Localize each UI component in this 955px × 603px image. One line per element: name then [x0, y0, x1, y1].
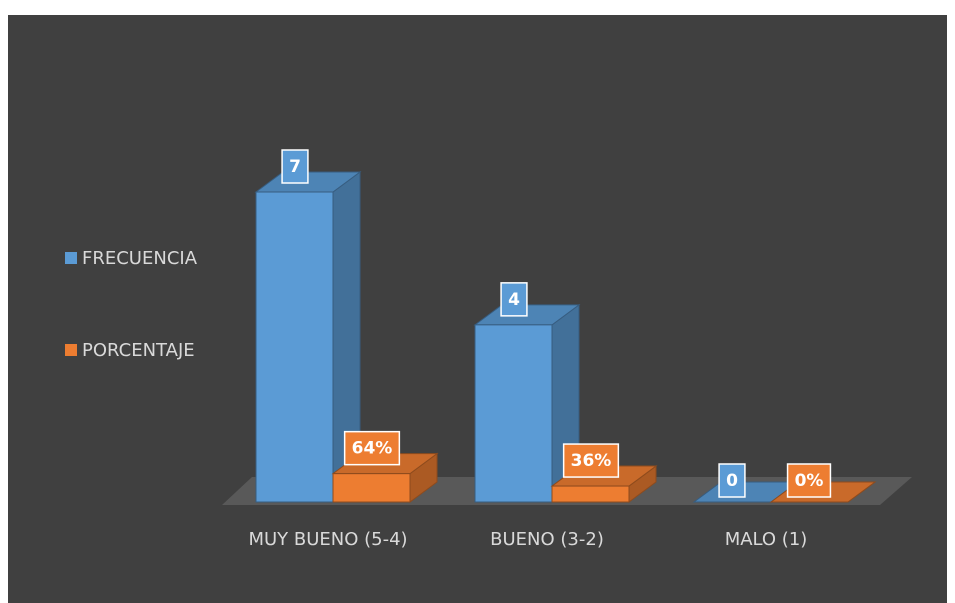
bar [332, 473, 411, 503]
data-label: 4 [508, 290, 520, 310]
data-label-box [281, 149, 309, 184]
bar [255, 191, 334, 503]
data-label-box [500, 282, 528, 317]
data-label: 0 [726, 471, 738, 491]
data-label-box [343, 430, 401, 466]
data-label: 36% [571, 451, 612, 471]
data-label: 64% [352, 439, 393, 459]
x-tick-label: MALO (1) [725, 529, 808, 550]
legend-label: PORCENTAJE [82, 340, 195, 361]
chart-area [8, 15, 947, 603]
bar [551, 485, 630, 503]
x-tick-label: MUY BUENO (5-4) [248, 529, 407, 550]
data-label-box [786, 463, 832, 498]
data-label: 0% [795, 471, 824, 491]
data-label-box [718, 463, 746, 498]
x-tick-label: BUENO (3-2) [490, 529, 604, 550]
bar [474, 324, 553, 503]
legend-label: FRECUENCIA [82, 248, 198, 269]
data-label-box [562, 443, 620, 478]
legend-swatch [65, 344, 77, 356]
legend-swatch [65, 252, 77, 264]
data-label: 7 [289, 157, 301, 177]
